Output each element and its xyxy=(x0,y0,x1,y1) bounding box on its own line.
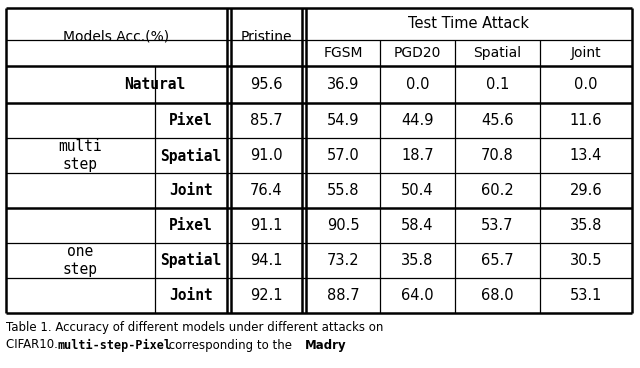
Text: 53.1: 53.1 xyxy=(570,288,602,303)
Text: 68.0: 68.0 xyxy=(481,288,514,303)
Text: corresponding to the: corresponding to the xyxy=(165,339,300,351)
Text: Joint: Joint xyxy=(169,183,213,198)
Text: PGD20: PGD20 xyxy=(394,46,441,60)
Text: 65.7: 65.7 xyxy=(481,253,514,268)
Text: Table 1. Accuracy of different models under different attacks on: Table 1. Accuracy of different models un… xyxy=(6,321,383,333)
Text: one
step: one step xyxy=(63,244,98,277)
Text: FGSM: FGSM xyxy=(323,46,363,60)
Text: 64.0: 64.0 xyxy=(401,288,434,303)
Text: 45.6: 45.6 xyxy=(481,113,514,128)
Text: 88.7: 88.7 xyxy=(326,288,359,303)
Text: 94.1: 94.1 xyxy=(250,253,283,268)
Text: 70.8: 70.8 xyxy=(481,148,514,163)
Text: 55.8: 55.8 xyxy=(327,183,359,198)
Text: Natural: Natural xyxy=(124,77,185,92)
Text: 50.4: 50.4 xyxy=(401,183,434,198)
Text: 57.0: 57.0 xyxy=(326,148,360,163)
Text: 95.6: 95.6 xyxy=(250,77,283,92)
Text: Madry: Madry xyxy=(305,339,347,351)
Text: Models Acc.(%): Models Acc.(%) xyxy=(63,30,170,44)
Text: 91.1: 91.1 xyxy=(250,218,283,233)
Text: 53.7: 53.7 xyxy=(481,218,514,233)
Text: CIFAR10.: CIFAR10. xyxy=(6,339,65,351)
Text: 85.7: 85.7 xyxy=(250,113,283,128)
Text: 76.4: 76.4 xyxy=(250,183,283,198)
Text: multi-step-Pixel: multi-step-Pixel xyxy=(58,339,172,351)
Text: 0.0: 0.0 xyxy=(574,77,598,92)
Text: Pixel: Pixel xyxy=(169,113,213,128)
Text: 90.5: 90.5 xyxy=(326,218,359,233)
Text: 29.6: 29.6 xyxy=(570,183,602,198)
Text: 35.8: 35.8 xyxy=(570,218,602,233)
Text: Pixel: Pixel xyxy=(169,218,213,233)
Text: Joint: Joint xyxy=(169,288,213,303)
Text: 18.7: 18.7 xyxy=(401,148,434,163)
Text: 44.9: 44.9 xyxy=(401,113,434,128)
Text: 73.2: 73.2 xyxy=(326,253,359,268)
Text: 13.4: 13.4 xyxy=(570,148,602,163)
Text: 30.5: 30.5 xyxy=(570,253,602,268)
Text: Spatial: Spatial xyxy=(161,148,221,163)
Text: 35.8: 35.8 xyxy=(401,253,434,268)
Text: Joint: Joint xyxy=(571,46,602,60)
Text: Pristine: Pristine xyxy=(241,30,292,44)
Text: Test Time Attack: Test Time Attack xyxy=(408,17,529,32)
Text: 0.1: 0.1 xyxy=(486,77,509,92)
Text: 60.2: 60.2 xyxy=(481,183,514,198)
Text: 58.4: 58.4 xyxy=(401,218,434,233)
Text: 0.0: 0.0 xyxy=(406,77,429,92)
Text: 92.1: 92.1 xyxy=(250,288,283,303)
Text: 91.0: 91.0 xyxy=(250,148,283,163)
Text: Spatial: Spatial xyxy=(161,252,221,269)
Text: 36.9: 36.9 xyxy=(327,77,359,92)
Text: 54.9: 54.9 xyxy=(327,113,359,128)
Text: 11.6: 11.6 xyxy=(570,113,602,128)
Text: multi
step: multi step xyxy=(59,139,102,172)
Text: Spatial: Spatial xyxy=(474,46,522,60)
